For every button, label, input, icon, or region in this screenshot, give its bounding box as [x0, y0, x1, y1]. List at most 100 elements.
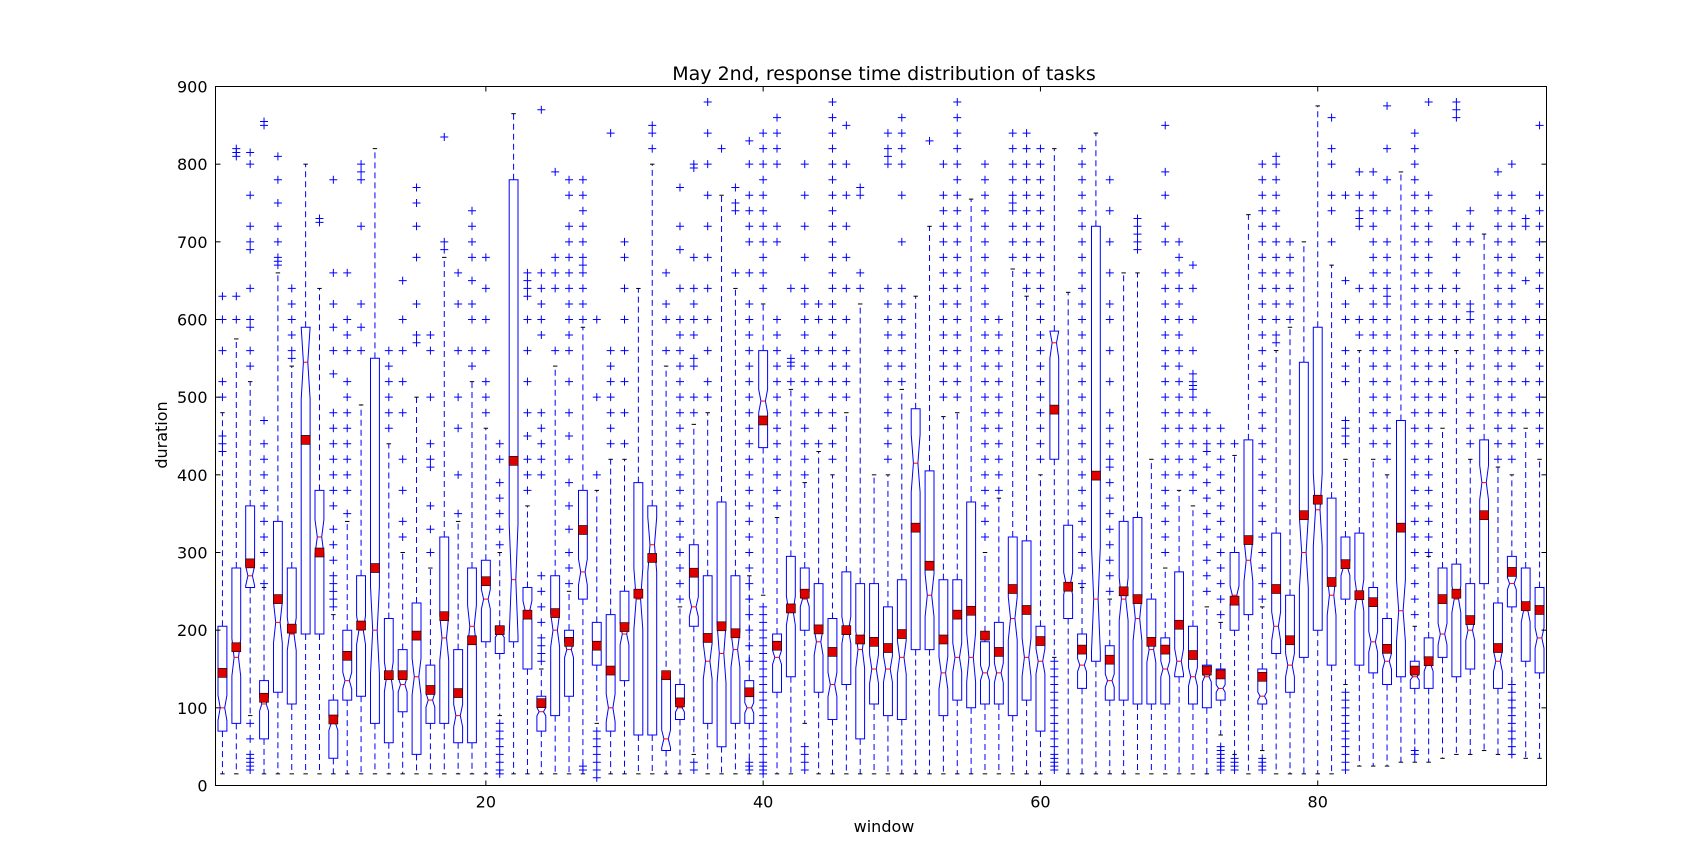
flier-point [1272, 237, 1281, 246]
flier-point [759, 175, 768, 184]
flier-point [398, 455, 407, 464]
box-87 [1409, 129, 1420, 763]
flier-point [1410, 486, 1419, 495]
flier-point [454, 509, 463, 518]
flier-point [759, 602, 768, 611]
flier-point [592, 765, 601, 774]
flier-point [1050, 750, 1059, 759]
flier-point [329, 455, 338, 464]
flier-point [1383, 299, 1392, 308]
flier-point [565, 299, 574, 308]
flier-point [1050, 734, 1059, 743]
box-body [397, 649, 408, 713]
box-51 [910, 295, 921, 775]
flier-point [980, 237, 989, 246]
flier-point [703, 284, 712, 293]
mean-marker [1132, 594, 1143, 604]
flier-point [412, 338, 421, 347]
flier-point [343, 315, 352, 324]
flier-point [689, 758, 698, 767]
flier-point [1008, 191, 1017, 200]
flier-point [578, 261, 587, 270]
box-body [1077, 633, 1087, 689]
flier-point [939, 253, 948, 262]
flier-point [1022, 144, 1031, 153]
box-body [688, 544, 699, 627]
flier-point [1078, 393, 1087, 402]
flier-point [883, 331, 892, 340]
flier-point [620, 315, 629, 324]
flier-point [592, 750, 601, 759]
flier-point [1078, 362, 1087, 371]
flier-point [1383, 377, 1392, 386]
flier-point [980, 439, 989, 448]
flier-point [1327, 237, 1336, 246]
flier-point [412, 199, 421, 207]
mean-marker [328, 714, 339, 725]
flier-point [592, 758, 601, 767]
flier-point [495, 494, 504, 503]
flier-point [1341, 742, 1350, 751]
flier-point [329, 470, 338, 479]
flier-point [773, 424, 782, 433]
flier-point [1341, 315, 1350, 324]
flier-point [883, 408, 892, 417]
flier-point [1424, 548, 1433, 557]
flier-point [1161, 222, 1170, 231]
box-body [1396, 420, 1406, 678]
flier-point [689, 765, 698, 774]
flier-point [357, 167, 366, 176]
flier-point [495, 540, 504, 549]
flier-point [1493, 222, 1502, 231]
mean-marker [827, 647, 838, 657]
flier-point [773, 470, 782, 479]
flier-point [759, 750, 768, 759]
flier-point [1369, 408, 1378, 417]
box-81 [1326, 113, 1337, 775]
flier-point [759, 641, 768, 650]
flier-point [1466, 439, 1475, 448]
flier-point [939, 206, 948, 215]
mean-marker [425, 685, 436, 695]
flier-point [1424, 268, 1433, 277]
mean-marker [1437, 594, 1448, 604]
mean-marker [1382, 644, 1392, 654]
box-33 [661, 268, 671, 775]
flier-point [745, 424, 754, 433]
flier-point [343, 268, 352, 277]
mean-marker [605, 665, 616, 676]
flier-point [1216, 742, 1225, 751]
flier-point [260, 564, 269, 573]
flier-point [1535, 268, 1544, 277]
flier-point [1327, 191, 1336, 200]
flier-point [883, 152, 892, 161]
flier-point [1078, 144, 1087, 153]
flier-point [565, 331, 574, 340]
box-body [980, 641, 990, 705]
flier-point [897, 377, 906, 386]
mean-marker [245, 558, 255, 569]
flier-point [745, 610, 754, 619]
flier-point [1258, 439, 1267, 448]
box-body [661, 676, 671, 751]
flier-point [1507, 719, 1516, 728]
axis-ticks: 0 100 200 300 400 500 600 700 800 900 20 40 60 80 [177, 78, 1547, 812]
flier-point [1258, 579, 1267, 588]
flier-point [537, 657, 546, 666]
flier-point [745, 237, 754, 246]
flier-point [343, 393, 352, 402]
box-18 [453, 268, 464, 775]
flier-point [1341, 734, 1350, 743]
flier-point [398, 276, 407, 285]
flier-point [1410, 284, 1419, 293]
mean-marker [1285, 635, 1295, 646]
flier-point [329, 540, 338, 549]
flier-point [1216, 548, 1225, 557]
flier-point [467, 222, 476, 231]
flier-point [1188, 455, 1197, 464]
flier-point [689, 299, 698, 308]
box-body [1340, 536, 1351, 600]
flier-point [1272, 191, 1281, 200]
flier-point [1258, 486, 1267, 495]
flier-point [287, 354, 296, 363]
